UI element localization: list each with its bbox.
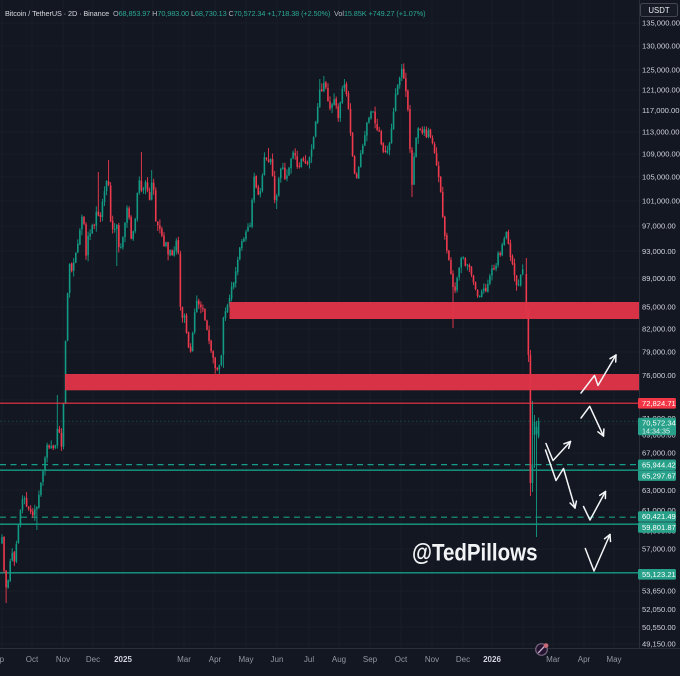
svg-text:Mar: Mar (177, 655, 191, 664)
svg-text:Dec: Dec (86, 655, 100, 664)
svg-text:82,000.00: 82,000.00 (642, 325, 676, 334)
svg-text:125,000.00: 125,000.00 (642, 66, 680, 75)
svg-text:Mar: Mar (546, 655, 560, 664)
svg-text:Oct: Oct (395, 655, 408, 664)
svg-text:2025: 2025 (114, 655, 132, 664)
svg-text:Sep: Sep (363, 655, 378, 664)
svg-text:113,000.00: 113,000.00 (642, 128, 679, 137)
svg-text:55,123.21: 55,123.21 (642, 570, 676, 579)
svg-text:67,000.00: 67,000.00 (642, 449, 676, 458)
svg-text:93,000.00: 93,000.00 (642, 247, 676, 256)
svg-text:50,550.00: 50,550.00 (642, 623, 676, 632)
svg-text:Jun: Jun (271, 655, 284, 664)
svg-text:65,944.42: 65,944.42 (642, 461, 676, 470)
svg-text:130,000.00: 130,000.00 (642, 42, 680, 51)
svg-text:Apr: Apr (578, 655, 591, 664)
svg-text:Sep: Sep (0, 655, 5, 664)
svg-text:52,050.00: 52,050.00 (642, 605, 676, 614)
svg-text:@TedPillows: @TedPillows (412, 539, 537, 566)
svg-text:109,000.00: 109,000.00 (642, 150, 680, 159)
svg-text:USDT: USDT (648, 6, 669, 15)
svg-text:63,000.00: 63,000.00 (642, 486, 676, 495)
svg-text:57,000.00: 57,000.00 (642, 545, 676, 554)
svg-text:85,000.00: 85,000.00 (642, 303, 676, 312)
svg-text:105,000.00: 105,000.00 (642, 173, 680, 182)
svg-text:79,000.00: 79,000.00 (642, 348, 676, 357)
svg-text:101,000.00: 101,000.00 (642, 197, 680, 206)
svg-text:Nov: Nov (425, 655, 439, 664)
svg-text:65,297.67: 65,297.67 (642, 471, 676, 480)
svg-text:2026: 2026 (483, 655, 501, 664)
svg-text:59,801.87: 59,801.87 (642, 523, 676, 532)
svg-text:76,000.00: 76,000.00 (642, 371, 676, 380)
svg-text:70,572.34: 70,572.34 (642, 419, 676, 428)
svg-text:Nov: Nov (56, 655, 70, 664)
svg-text:135,000.00: 135,000.00 (642, 19, 680, 28)
svg-text:Jul: Jul (304, 655, 314, 664)
svg-text:Apr: Apr (209, 655, 222, 664)
svg-text:53,650.00: 53,650.00 (642, 587, 676, 596)
svg-text:49,150.00: 49,150.00 (642, 640, 676, 649)
svg-text:May: May (238, 655, 253, 664)
svg-text:14:34:35: 14:34:35 (642, 427, 670, 436)
svg-text:72,824.71: 72,824.71 (642, 399, 676, 408)
svg-text:97,000.00: 97,000.00 (642, 222, 676, 231)
svg-text:Dec: Dec (456, 655, 470, 664)
svg-text:89,000.00: 89,000.00 (642, 274, 676, 283)
svg-text:117,000.00: 117,000.00 (642, 106, 679, 115)
svg-text:60,421.49: 60,421.49 (642, 512, 676, 521)
svg-text:Aug: Aug (332, 655, 346, 664)
svg-text:121,000.00: 121,000.00 (642, 86, 680, 95)
svg-text:Bitcoin / TetherUS · 2D · Bina: Bitcoin / TetherUS · 2D · Binance O68,85… (5, 9, 425, 18)
svg-text:Oct: Oct (26, 655, 39, 664)
svg-text:May: May (606, 655, 621, 664)
svg-text:61,000.00: 61,000.00 (642, 506, 676, 515)
